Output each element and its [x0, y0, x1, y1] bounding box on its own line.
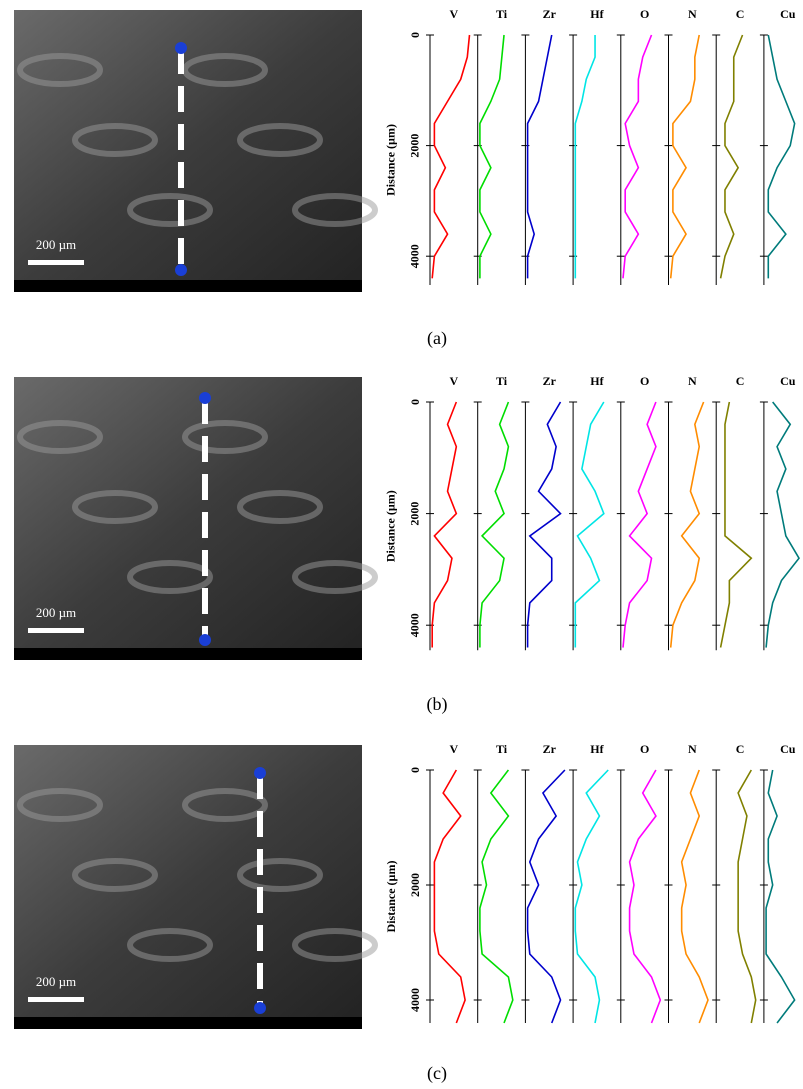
scale-bar [28, 260, 84, 265]
profile-line [630, 770, 661, 1023]
y-tick-label: 4000 [408, 244, 422, 268]
panel-label: (c) [427, 1063, 447, 1084]
profile-line [434, 770, 465, 1023]
legend-label: O [640, 7, 649, 21]
y-tick-label: 2000 [408, 134, 422, 158]
legend-label: Ti [496, 742, 508, 756]
scan-end [199, 634, 211, 646]
y-axis-label: Distance (µm) [384, 124, 398, 196]
profile-line [721, 402, 752, 648]
legend-label: Ti [496, 7, 508, 21]
profile-line [671, 402, 704, 648]
profile-line [623, 402, 656, 648]
y-tick-label: 2000 [408, 502, 422, 526]
profile-line [575, 35, 595, 278]
legend-label: V [450, 374, 459, 388]
profile-line [623, 35, 652, 278]
legend-label: N [688, 374, 697, 388]
scale-bar [28, 997, 84, 1002]
scan-end [175, 264, 187, 276]
scan-start [199, 392, 211, 404]
legend-label: Hf [590, 7, 604, 21]
legend-label: O [640, 742, 649, 756]
profile-line [480, 770, 513, 1023]
scale-bar-label: 200 µm [36, 974, 76, 989]
scan-end [254, 1002, 266, 1014]
y-axis-label: Distance (µm) [384, 490, 398, 562]
sem-footer [14, 280, 362, 292]
profile-line [766, 770, 795, 1023]
profile-line [528, 35, 552, 278]
y-tick-label: 4000 [408, 988, 422, 1012]
profile-line [480, 402, 509, 648]
y-axis-label: Distance (µm) [384, 861, 398, 933]
legend-label: Zr [543, 742, 557, 756]
panel-label: (a) [427, 328, 447, 349]
profile-line [575, 770, 608, 1023]
legend-label: Zr [543, 7, 557, 21]
y-tick-label: 0 [408, 767, 422, 773]
profile-line [480, 35, 504, 278]
legend-label: O [640, 374, 649, 388]
profile-line [432, 402, 456, 648]
legend-label: Cu [780, 742, 796, 756]
profile-line [738, 770, 756, 1023]
profile-line [528, 770, 565, 1023]
legend-label: N [688, 7, 697, 21]
scan-start [175, 42, 187, 54]
legend-label: Cu [780, 374, 796, 388]
legend-label: N [688, 742, 697, 756]
legend-label: Cu [780, 7, 796, 21]
y-tick-label: 2000 [408, 873, 422, 897]
sem-footer [14, 1017, 362, 1029]
profile-line [766, 402, 799, 648]
profile-line [575, 402, 604, 648]
y-tick-label: 4000 [408, 613, 422, 637]
profile-line [721, 35, 743, 278]
panel-label: (b) [427, 694, 448, 715]
scan-start [254, 767, 266, 779]
scale-bar-label: 200 µm [36, 237, 76, 252]
profile-line [528, 402, 561, 648]
legend-label: Ti [496, 374, 508, 388]
legend-label: C [736, 7, 745, 21]
profile-line [768, 35, 794, 278]
legend-label: Hf [590, 374, 604, 388]
profile-line [682, 770, 708, 1023]
profile-line [671, 35, 700, 278]
scale-bar-label: 200 µm [36, 605, 76, 620]
figure: 200 µm Distance (µm) 0 2000 4000 V Ti Zr Hf O N C Cu… [0, 0, 803, 1089]
legend-label: C [736, 742, 745, 756]
legend-label: V [450, 7, 459, 21]
legend-label: Zr [543, 374, 557, 388]
sem-footer [14, 648, 362, 660]
legend-label: C [736, 374, 745, 388]
legend-label: Hf [590, 742, 604, 756]
profile-line [432, 35, 469, 278]
scale-bar [28, 628, 84, 633]
y-tick-label: 0 [408, 32, 422, 38]
legend-label: V [450, 742, 459, 756]
y-tick-label: 0 [408, 399, 422, 405]
